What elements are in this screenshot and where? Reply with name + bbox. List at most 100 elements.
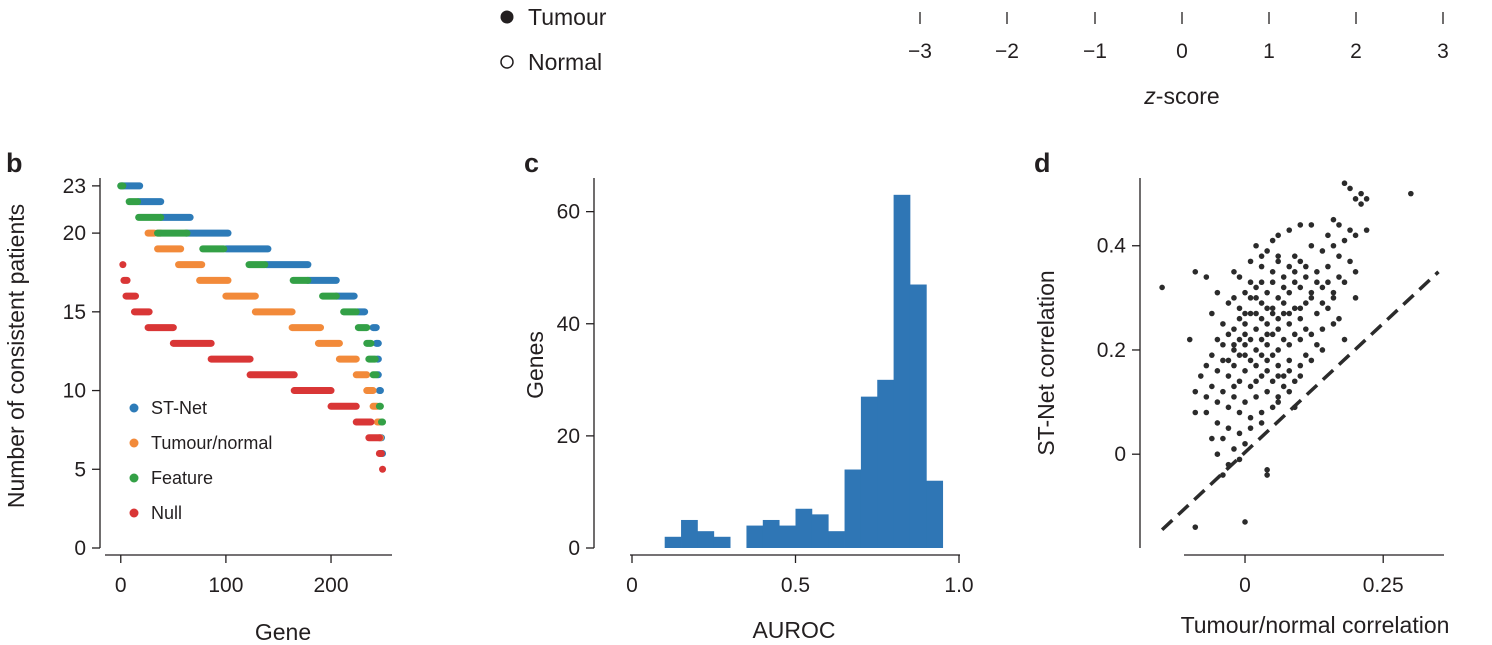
histogram-bar <box>877 379 894 548</box>
histogram-bar <box>664 536 682 548</box>
legend-marker-0 <box>129 403 139 413</box>
scatter-point <box>1280 274 1287 280</box>
scatter-point <box>1247 310 1254 317</box>
scatter-point <box>1275 253 1281 259</box>
scatter-point <box>1280 336 1287 343</box>
tumour-legend-label: Tumour <box>528 4 607 30</box>
scatter-point <box>1220 388 1226 395</box>
scatter-point <box>1280 383 1287 390</box>
panel-c-y-tick-label: 0 <box>568 537 580 560</box>
scatter-point <box>1231 394 1237 400</box>
panel-b-x-tick-label: 100 <box>208 574 243 597</box>
scatter-point <box>1225 461 1232 468</box>
panel-b: b 0 5 10 15 20 23 0 100 200 Gene Number of cons… <box>3 148 392 645</box>
scatter-point <box>1319 347 1326 353</box>
panel-b-x-ticks: 0 100 200 <box>115 555 349 597</box>
panel-b-x-label: Gene <box>255 619 311 645</box>
scatter-point <box>1236 315 1243 322</box>
scatter-point <box>1253 310 1259 317</box>
scatter-point <box>1247 258 1254 265</box>
scatter-point <box>1347 185 1353 192</box>
scatter-point <box>1192 524 1199 530</box>
scatter-point <box>1264 472 1270 478</box>
scatter-point <box>1209 310 1215 317</box>
scatter-point <box>1330 289 1337 296</box>
scatter-point <box>1214 451 1221 457</box>
legend-label-2: Feature <box>151 468 213 488</box>
scatter-point <box>1286 388 1293 395</box>
panel-b-y-ticks: 0 5 10 15 20 23 <box>63 175 100 560</box>
scatter-point <box>1220 435 1226 442</box>
scatter-point <box>1275 399 1281 405</box>
scatter-point <box>1352 196 1359 202</box>
scatter-point <box>1291 305 1298 312</box>
panel-d-x-label: Tumour/normal correlation <box>1181 612 1450 638</box>
scatter-point <box>1275 347 1281 353</box>
scatter-point <box>1242 519 1248 525</box>
normal-legend-label: Normal <box>528 49 602 75</box>
scatter-point <box>1198 373 1204 379</box>
panel-d-points <box>1159 180 1414 530</box>
scatter-point <box>1264 341 1270 348</box>
panel-d-y-tick-label: 0.2 <box>1097 339 1126 362</box>
scatter-point <box>1192 269 1199 275</box>
scatter-point <box>1225 373 1232 379</box>
histogram-bar <box>795 508 813 548</box>
scatter-point <box>1253 394 1259 400</box>
scatter-point <box>1280 373 1287 379</box>
scatter-point <box>1352 232 1359 239</box>
scatter-point <box>1209 352 1215 358</box>
scatter-point <box>1314 279 1320 286</box>
histogram-bar <box>844 469 862 548</box>
scatter-point <box>1203 394 1210 400</box>
scatter-point <box>1242 341 1248 348</box>
scatter-point <box>1347 227 1353 233</box>
scatter-point <box>1214 336 1221 343</box>
legend-marker-1 <box>129 438 139 448</box>
scatter-point <box>1258 300 1265 306</box>
panel-d-label: d <box>1034 148 1051 178</box>
scatter-point <box>1269 378 1276 385</box>
scatter-point <box>1242 321 1248 327</box>
scatter-point <box>1258 420 1265 426</box>
legend-label-3: Null <box>151 503 182 523</box>
histogram-bar <box>893 194 911 548</box>
scatter-point <box>1341 336 1348 343</box>
histogram-bar <box>860 396 878 548</box>
scatter-point <box>1225 300 1232 306</box>
scatter-point <box>1236 456 1243 463</box>
panel-c-bars <box>664 194 944 548</box>
zscore-label-rest: -score <box>1156 83 1220 109</box>
scatter-point <box>1236 305 1243 312</box>
scatter-point <box>1308 222 1315 228</box>
scatter-point <box>1363 196 1370 202</box>
scatter-point <box>1408 190 1414 197</box>
scatter-point <box>1159 284 1165 291</box>
scatter-point <box>1363 227 1370 233</box>
scatter-point <box>1291 279 1298 286</box>
panel-d-y-ticks: 0 0.2 0.4 <box>1097 235 1140 466</box>
scatter-point <box>1297 373 1304 379</box>
scatter-point <box>1247 295 1254 301</box>
histogram-bar <box>681 519 698 548</box>
scatter-point <box>1303 263 1309 270</box>
scatter-point <box>1269 269 1276 275</box>
scatter-point <box>1308 331 1315 338</box>
scatter-point <box>1336 315 1342 322</box>
scatter-point <box>1269 305 1276 312</box>
histogram-bar <box>746 525 764 548</box>
scatter-point <box>1242 310 1248 317</box>
panel-d-x-tick-label: 0 <box>1239 574 1251 597</box>
scatter-point <box>1236 352 1243 358</box>
scatter-point <box>1264 388 1270 395</box>
scatter-point <box>1319 284 1326 291</box>
scatter-point <box>1236 378 1243 385</box>
panel-b-y-tick-label: 15 <box>63 301 86 324</box>
scatter-point <box>1225 331 1232 338</box>
scatter-point <box>1275 362 1281 369</box>
normal-marker-icon <box>500 55 514 69</box>
tumour-normal-legend: Tumour Normal <box>500 4 607 75</box>
scatter-point <box>1286 321 1293 327</box>
tumour-marker-icon <box>500 10 514 24</box>
scatter-point <box>1319 248 1326 254</box>
